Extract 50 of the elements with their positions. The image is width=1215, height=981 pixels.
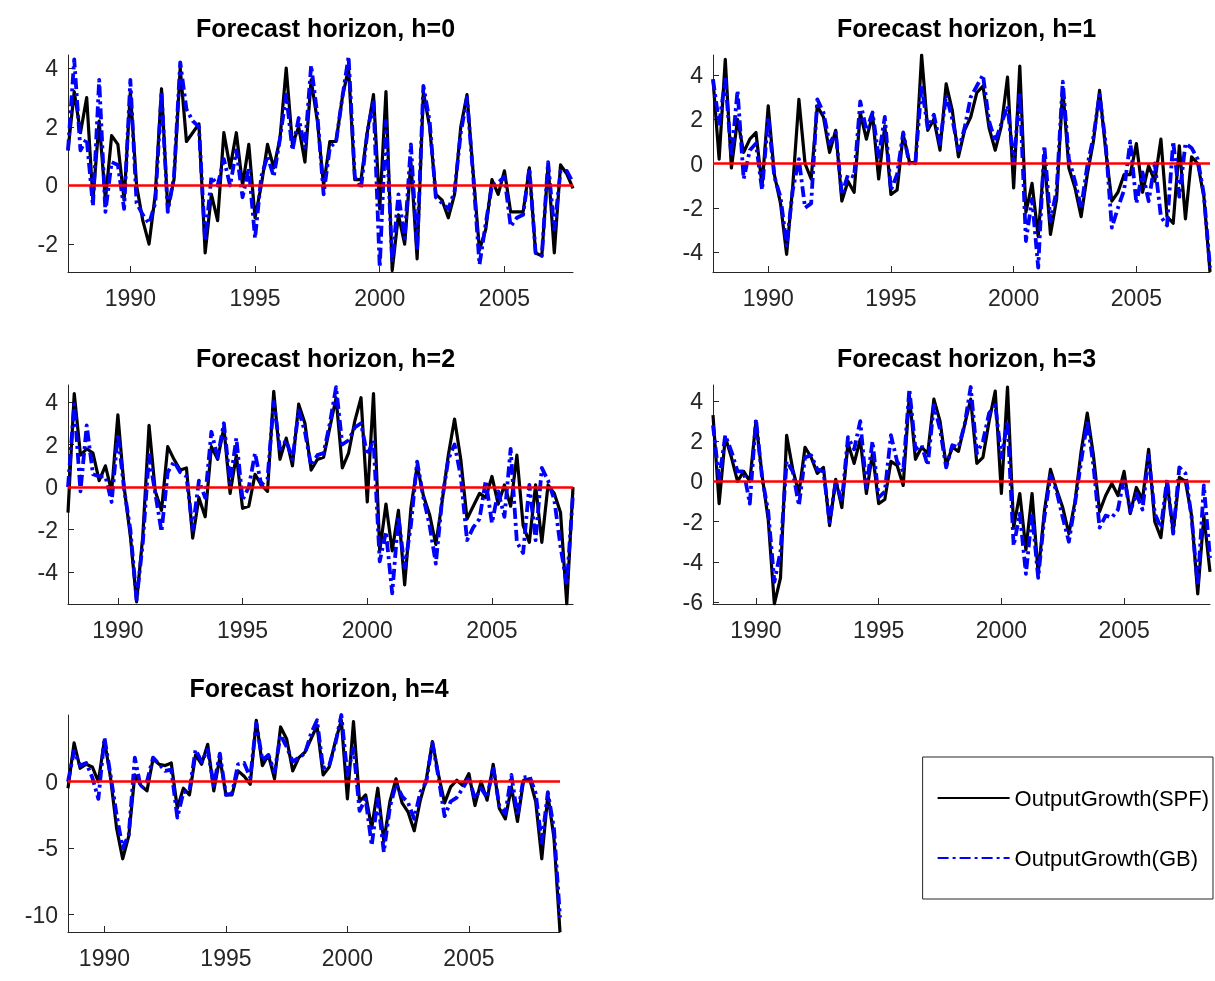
y-tick-label: 0 — [690, 468, 703, 495]
chart-title: Forecast horizon, h=2 — [195, 343, 456, 372]
chart-title: Forecast horizon, h=4 — [189, 673, 449, 702]
x-tick-label: 2005 — [1098, 616, 1150, 643]
x-tick-label: 1995 — [229, 284, 281, 311]
y-tick-label: 0 — [45, 172, 58, 199]
y-tick-label: 4 — [45, 55, 59, 82]
x-tick-label: 1990 — [730, 616, 782, 643]
x-tick-label: 2005 — [466, 616, 518, 643]
y-tick-label: 0 — [690, 150, 703, 177]
y-tick-label: -2 — [37, 516, 58, 543]
y-tick-label: -10 — [24, 901, 58, 928]
y-tick-label: -4 — [682, 239, 704, 266]
y-tick-label: -2 — [37, 231, 58, 258]
y-tick-label: -4 — [37, 559, 59, 586]
y-tick-label: -5 — [37, 835, 58, 862]
chart-title: Forecast horizon, h=0 — [195, 13, 456, 42]
y-tick-label: 4 — [690, 388, 704, 415]
y-tick-label: -2 — [682, 194, 703, 221]
x-tick-label: 1995 — [865, 284, 917, 311]
chart-title: Forecast horizon, h=3 — [836, 343, 1097, 372]
x-tick-label: 2000 — [341, 616, 393, 643]
x-tick-label: 1990 — [92, 616, 144, 643]
x-tick-label: 1990 — [742, 284, 794, 311]
y-tick-label: -4 — [682, 548, 704, 575]
y-tick-label: 2 — [690, 106, 703, 133]
y-tick-label: 0 — [45, 474, 58, 501]
legend-label: OutputGrowth(GB) — [1014, 845, 1198, 871]
x-tick-label: 2000 — [321, 944, 373, 971]
x-tick-label: 2000 — [988, 284, 1040, 311]
y-tick-label: 4 — [45, 389, 59, 416]
x-tick-label: 2000 — [975, 616, 1027, 643]
x-tick-label: 1995 — [853, 616, 905, 643]
x-tick-label: 2005 — [443, 944, 495, 971]
y-tick-label: 2 — [45, 113, 58, 140]
y-tick-label: 0 — [45, 768, 58, 795]
chart-title: Forecast horizon, h=1 — [836, 13, 1097, 42]
y-tick-label: 2 — [45, 431, 58, 458]
x-tick-label: 2005 — [478, 284, 531, 311]
x-tick-label: 1990 — [78, 944, 131, 971]
legend-label: OutputGrowth(SPF) — [1014, 785, 1209, 811]
x-tick-label: 2000 — [354, 284, 406, 311]
y-tick-label: -2 — [682, 508, 703, 535]
y-tick-label: -6 — [682, 588, 703, 615]
y-tick-label: 4 — [690, 61, 704, 88]
x-tick-label: 1990 — [104, 284, 156, 311]
x-tick-label: 1995 — [216, 616, 269, 643]
y-tick-label: 2 — [690, 428, 703, 455]
x-tick-label: 1995 — [200, 944, 252, 971]
x-tick-label: 2005 — [1110, 284, 1162, 311]
